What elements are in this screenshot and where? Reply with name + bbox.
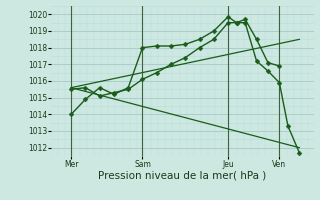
X-axis label: Pression niveau de la mer( hPa ): Pression niveau de la mer( hPa ): [98, 171, 267, 181]
